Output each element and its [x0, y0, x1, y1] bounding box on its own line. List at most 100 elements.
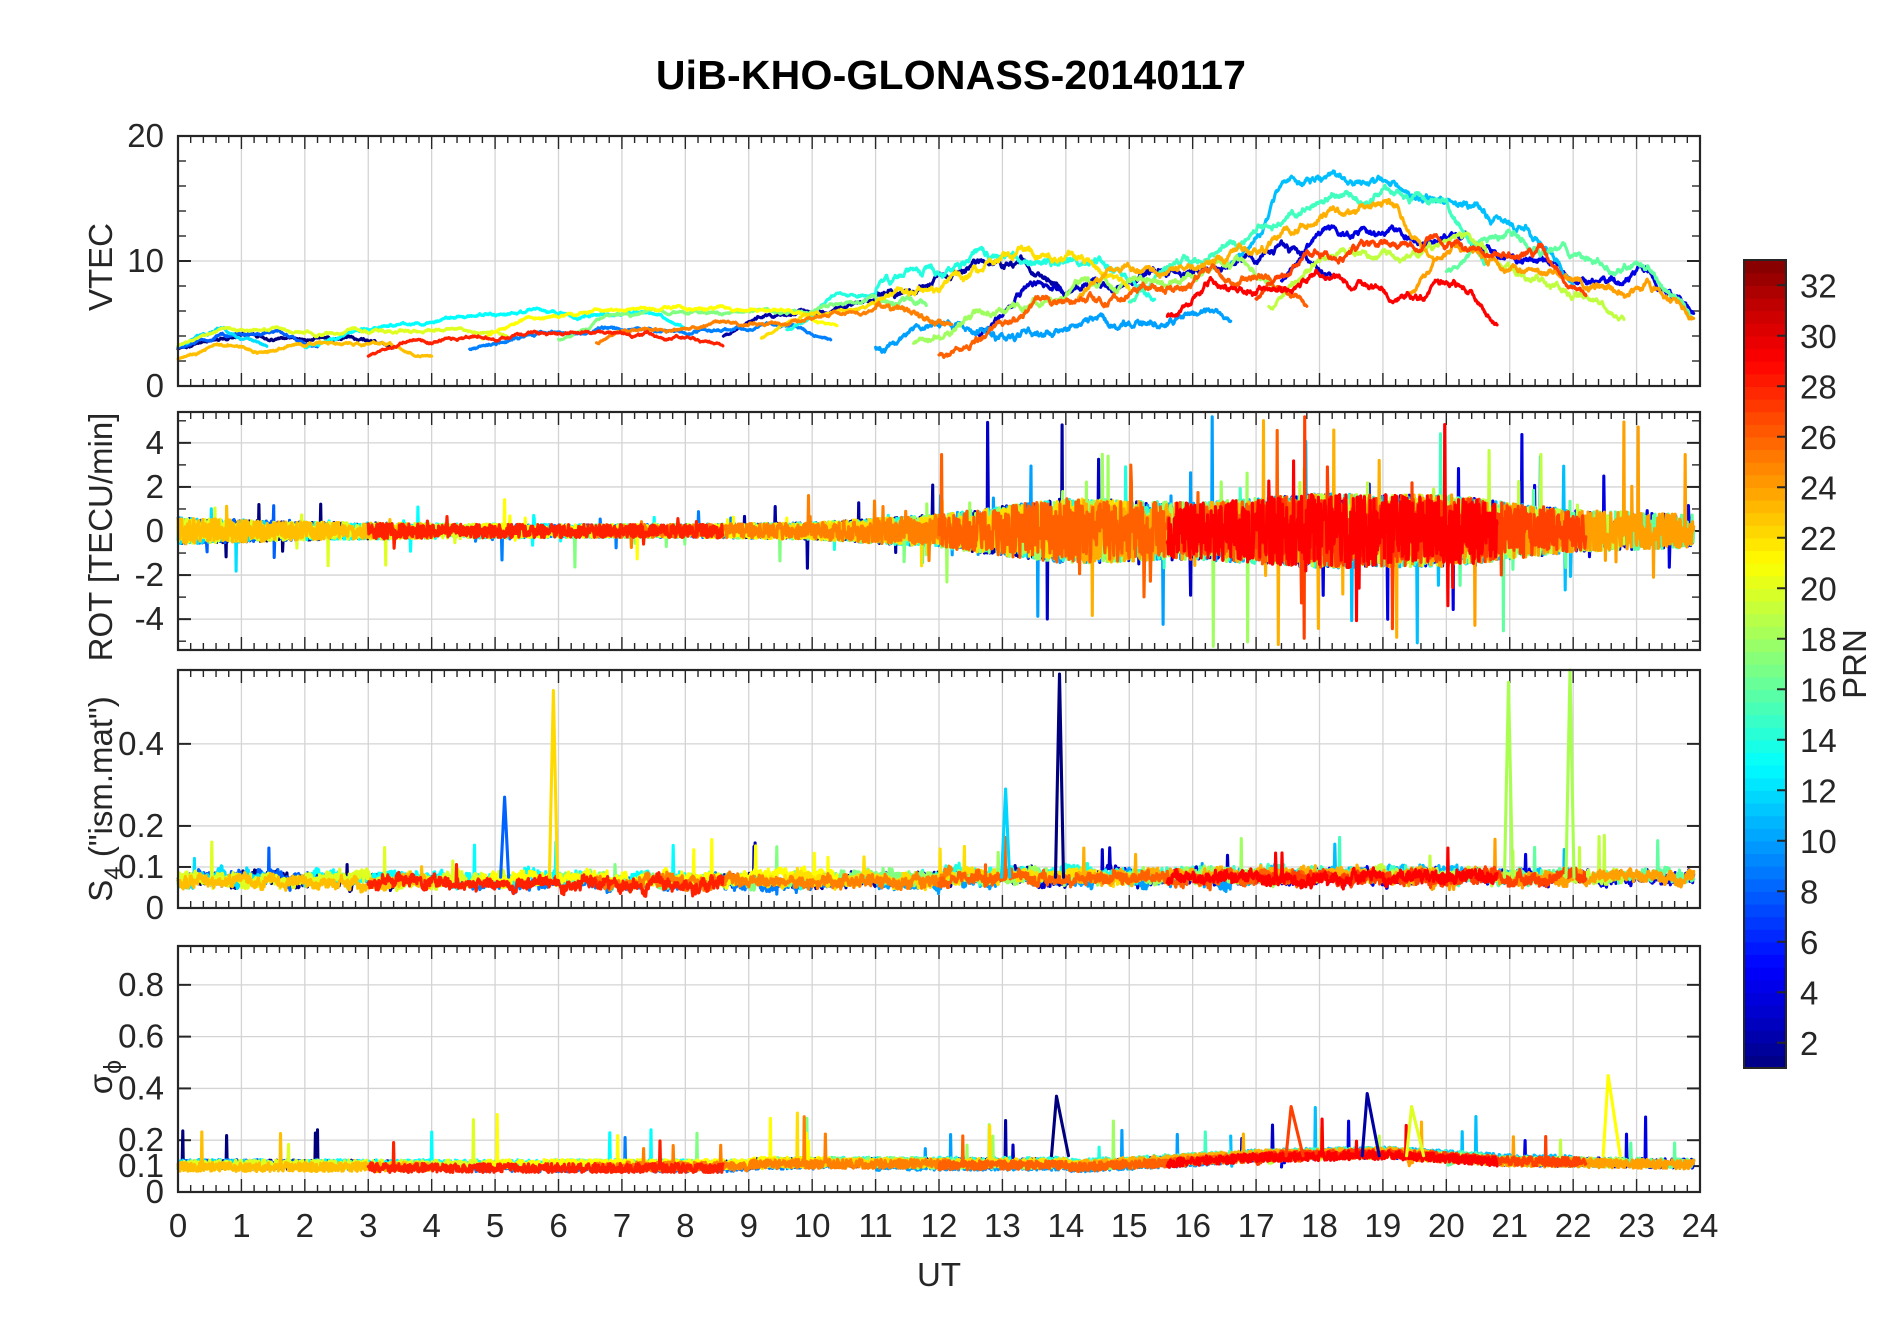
vtec-trace	[1165, 268, 1499, 327]
colorbar-swatch	[1744, 853, 1786, 867]
y-tick-label-vtec: 20	[127, 117, 164, 154]
colorbar-swatch	[1744, 664, 1786, 678]
sigma-phi-peak	[1405, 1104, 1426, 1158]
y-axis-label-s4-rest: ("ism.mat")	[82, 696, 119, 866]
s4-trace	[176, 865, 434, 894]
vtec-trace	[176, 328, 320, 350]
colorbar-swatch	[1744, 613, 1786, 627]
x-tick-label: 17	[1238, 1207, 1275, 1244]
colorbar-tick-label: 12	[1800, 772, 1837, 809]
colorbar-swatch	[1744, 979, 1786, 993]
y-tick-label-sigmaphi: 0	[146, 1173, 164, 1210]
colorbar-swatch	[1744, 954, 1786, 968]
y-tick-label-sigmaphi: 0.8	[118, 966, 164, 1003]
colorbar-tick-label: 32	[1800, 267, 1837, 304]
colorbar-swatch	[1744, 967, 1786, 981]
sigma-phi-peak	[1049, 1094, 1071, 1158]
x-tick-label: 19	[1365, 1207, 1402, 1244]
x-tick-label: 20	[1428, 1207, 1465, 1244]
colorbar-swatch	[1744, 600, 1786, 615]
y-tick-label-vtec: 0	[146, 367, 164, 404]
colorbar-swatch	[1744, 348, 1786, 362]
colorbar-swatch	[1744, 638, 1786, 653]
x-tick-label: 4	[422, 1207, 440, 1244]
vtec-trace	[1229, 169, 1575, 288]
colorbar-swatch	[1744, 361, 1786, 375]
x-tick-label: 21	[1491, 1207, 1528, 1244]
colorbar-swatch	[1744, 563, 1786, 577]
colorbar-swatch	[1744, 828, 1786, 842]
colorbar-swatch	[1744, 866, 1786, 880]
colorbar-swatch	[1744, 689, 1786, 703]
vtec-trace	[1254, 233, 1588, 301]
y-axis-label-vtec: VTEC	[82, 223, 119, 311]
colorbar-frame	[1743, 259, 1787, 1069]
panel-frame-vtec	[176, 134, 1702, 388]
colorbar-swatch	[1744, 790, 1786, 804]
y-tick-label-rot: 0	[146, 512, 164, 549]
colorbar-swatch	[1744, 512, 1786, 526]
colorbar-swatch	[1744, 1017, 1786, 1031]
panel-frame-sigmaphi	[176, 944, 1702, 1194]
x-tick-label: 11	[858, 1207, 892, 1244]
y-tick-label-s4: 0.4	[118, 725, 164, 762]
colorbar-swatch	[1744, 474, 1786, 488]
rot-trace	[366, 515, 725, 550]
colorbar-swatch	[1744, 373, 1786, 387]
x-tick-label: 3	[359, 1207, 377, 1244]
y-axis-label-s4-sub: 4	[100, 866, 127, 879]
colorbar-label: PRN	[1836, 629, 1873, 699]
colorbar-tick-label: 22	[1800, 520, 1837, 557]
data-layer	[176, 169, 1696, 1175]
colorbar-tick-label: 4	[1800, 974, 1818, 1011]
s4-spike	[1053, 672, 1066, 879]
colorbar-swatch	[1744, 260, 1786, 274]
x-tick-label: 1	[232, 1207, 250, 1244]
colorbar-swatch	[1744, 285, 1786, 299]
x-tick-label: 14	[1047, 1207, 1084, 1244]
colorbar-swatch	[1744, 297, 1786, 312]
y-tick-label-s4: 0.1	[118, 848, 164, 885]
y-tick-label-rot: 4	[146, 424, 164, 461]
y-tick-label-s4: 0.2	[118, 807, 164, 844]
s4-spike	[547, 688, 559, 879]
colorbar-swatch	[1744, 815, 1786, 829]
colorbar-swatch	[1744, 929, 1786, 943]
colorbar-swatch	[1744, 436, 1786, 451]
rot-trace	[1165, 423, 1499, 623]
panel-frame-s4	[176, 668, 1702, 910]
panel-frame-rot	[176, 410, 1702, 652]
x-tick-label: 0	[169, 1207, 187, 1244]
colorbar-swatch	[1744, 714, 1786, 728]
s4-trace	[366, 863, 725, 898]
y-axis-label-rot: ROT [TECU/min]	[82, 413, 119, 662]
colorbar-swatch	[1744, 525, 1786, 539]
y-tick-label-sigmaphi: 0.1	[118, 1147, 164, 1184]
x-tick-label: 10	[794, 1207, 831, 1244]
colorbar-swatch	[1744, 1055, 1786, 1069]
y-tick-label-sigmaphi: 0.2	[118, 1121, 164, 1158]
x-tick-label: 16	[1174, 1207, 1211, 1244]
colorbar-swatch	[1744, 903, 1786, 918]
y-axis-label-s4: S4 ("ism.mat")	[82, 696, 127, 901]
vtec-trace	[1444, 228, 1696, 321]
y-tick-label-rot: 2	[146, 468, 164, 505]
colorbar-swatch	[1744, 739, 1786, 754]
colorbar-swatch	[1744, 1004, 1786, 1019]
colorbar	[1743, 259, 1787, 1069]
page-title: UiB-KHO-GLONASS-20140117	[655, 52, 1247, 98]
x-tick-label: 8	[676, 1207, 694, 1244]
x-tick-label: 9	[740, 1207, 758, 1244]
x-tick-label: 18	[1301, 1207, 1338, 1244]
vtec-trace	[1076, 197, 1436, 300]
vtec-trace	[594, 300, 954, 346]
colorbar-swatch	[1744, 840, 1786, 855]
x-tick-label: 2	[296, 1207, 314, 1244]
colorbar-swatch	[1744, 449, 1786, 463]
sigma-phi-peak	[1601, 1073, 1622, 1158]
s4-spike	[499, 795, 511, 879]
colorbar-swatch	[1744, 916, 1786, 930]
colorbar-tick-label: 8	[1800, 873, 1818, 910]
y-tick-label-sigmaphi: 0.6	[118, 1018, 164, 1055]
colorbar-tick-label: 6	[1800, 924, 1818, 961]
